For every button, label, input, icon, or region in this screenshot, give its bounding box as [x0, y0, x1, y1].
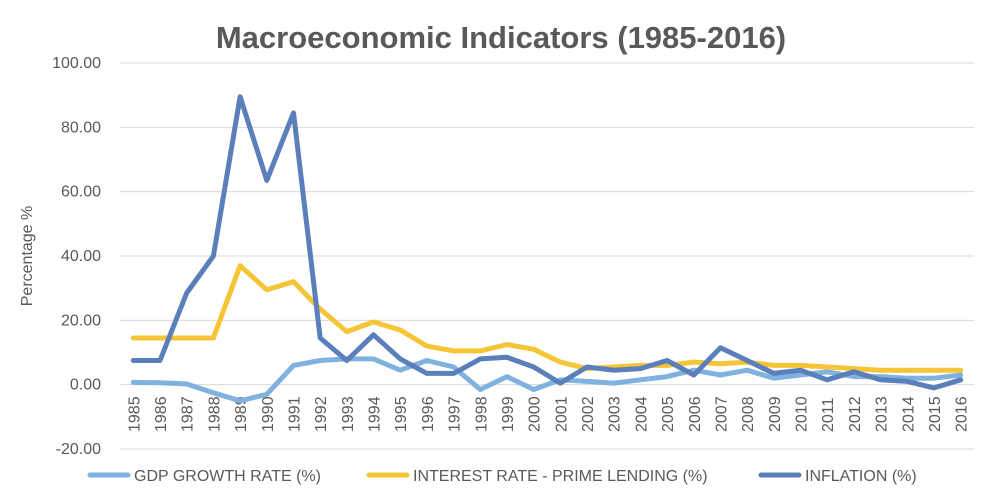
legend-label: GDP GROWTH RATE (%) [134, 468, 321, 485]
series-line-0 [130, 356, 964, 404]
x-tick-label: 1995 [393, 396, 410, 432]
x-tick-label: 1996 [420, 396, 437, 432]
series-lines [130, 94, 964, 404]
y-tick-label: 60.00 [61, 184, 101, 201]
x-tick-label: 2007 [713, 396, 730, 432]
x-tick-label: 1989 [233, 396, 250, 432]
y-axis-ticks: -20.00 0.00 20.00 40.00 60.00 80.00 100.00 [52, 55, 101, 458]
x-tick-label: 2016 [954, 396, 971, 432]
x-tick-label: 2014 [900, 396, 917, 432]
series-line-1 [130, 263, 964, 373]
y-tick-label: 20.00 [61, 312, 101, 329]
y-tick-label: 0.00 [70, 377, 101, 394]
x-tick-label: 2015 [927, 396, 944, 432]
x-tick-label: 2011 [820, 397, 837, 432]
y-tick-label: 80.00 [61, 119, 101, 136]
chart-title: Macroeconomic Indicators (1985-2016) [216, 20, 786, 55]
x-tick-label: 2008 [740, 396, 757, 432]
x-tick-label: 2001 [553, 396, 570, 432]
x-tick-label: 2010 [794, 396, 811, 432]
legend-label: INFLATION (%) [805, 468, 917, 485]
x-tick-label: 1985 [126, 396, 143, 432]
x-tick-label: 1993 [340, 396, 357, 432]
x-tick-label: 1997 [447, 396, 464, 432]
x-axis-ticks: 1985 1986 1987 1988 1989 1990 1991 1992 1993 1994… [126, 396, 970, 432]
x-tick-label: 1991 [286, 396, 303, 432]
x-tick-label: 1987 [180, 396, 197, 432]
series-line-2 [130, 94, 964, 391]
x-tick-label: 2009 [767, 396, 784, 432]
x-tick-label: 2013 [874, 396, 891, 432]
x-tick-label: 2000 [527, 396, 544, 432]
legend: GDP GROWTH RATE (%) INTEREST RATE - PRIME… [87, 468, 917, 485]
x-tick-label: 2003 [607, 396, 624, 432]
gridlines [120, 62, 974, 450]
x-tick-label: 2002 [580, 396, 597, 432]
x-tick-label: 2005 [660, 396, 677, 432]
x-tick-label: 2004 [633, 396, 650, 432]
x-tick-label: 1998 [473, 396, 490, 432]
legend-label: INTEREST RATE - PRIME LENDING (%) [413, 468, 708, 485]
x-tick-label: 1992 [313, 396, 330, 432]
x-tick-label: 1990 [260, 396, 277, 432]
x-tick-label: 2006 [687, 396, 704, 432]
y-tick-label: 100.00 [52, 55, 101, 72]
y-tick-label: 40.00 [61, 248, 101, 265]
x-tick-label: 1999 [500, 396, 517, 432]
y-axis-label: Percentage % [19, 206, 36, 307]
y-tick-label: -20.00 [56, 441, 101, 458]
x-tick-label: 1986 [153, 396, 170, 432]
x-tick-label: 1988 [206, 396, 223, 432]
x-tick-label: 1994 [367, 396, 384, 432]
x-tick-label: 2012 [847, 396, 864, 432]
